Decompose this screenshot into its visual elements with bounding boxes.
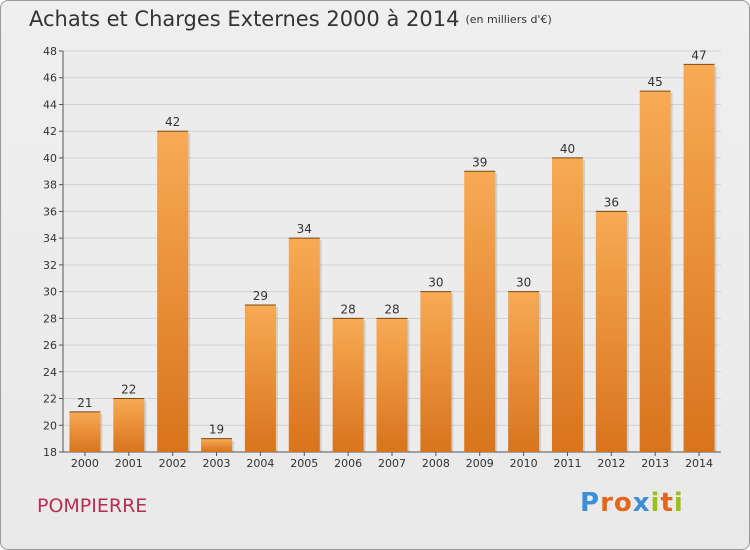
logo-letter: i — [650, 488, 661, 518]
bar — [244, 304, 276, 452]
data-label: 28 — [340, 302, 355, 316]
x-tick-label: 2010 — [510, 457, 538, 470]
x-tick-label: 2014 — [685, 457, 713, 470]
bar — [551, 157, 583, 452]
data-label: 29 — [253, 289, 268, 303]
data-label: 28 — [384, 302, 399, 316]
logo-letter: i — [673, 488, 684, 518]
bar — [595, 211, 627, 452]
y-tick-label: 24 — [43, 366, 57, 379]
y-tick-label: 20 — [43, 419, 57, 432]
data-label: 40 — [560, 142, 575, 156]
logo-letter: t — [660, 488, 674, 518]
bar — [332, 318, 364, 452]
y-tick-label: 48 — [43, 45, 57, 58]
x-tick-label: 2007 — [378, 457, 406, 470]
x-tick-label: 2001 — [115, 457, 143, 470]
x-tick-label: 2002 — [159, 457, 187, 470]
logo-letter: r — [600, 488, 614, 518]
bar — [69, 411, 101, 452]
x-tick-label: 2012 — [597, 457, 625, 470]
x-tick-label: 2013 — [641, 457, 669, 470]
bar — [508, 291, 540, 452]
data-label: 34 — [297, 222, 312, 236]
logo-letter: P — [580, 488, 601, 518]
x-tick-label: 2011 — [553, 457, 581, 470]
logo-letter: x — [632, 488, 651, 518]
bar — [683, 64, 715, 452]
x-tick-label: 2009 — [466, 457, 494, 470]
chart-unit: (en milliers d'€) — [465, 13, 552, 26]
y-tick-label: 46 — [43, 72, 57, 85]
data-label: 21 — [77, 396, 92, 410]
y-tick-label: 34 — [43, 232, 57, 245]
x-tick-label: 2003 — [203, 457, 231, 470]
y-tick-label: 32 — [43, 259, 57, 272]
y-tick-label: 40 — [43, 152, 57, 165]
bar — [288, 238, 320, 452]
data-label: 22 — [121, 383, 136, 397]
y-tick-label: 36 — [43, 205, 57, 218]
chart-title-text: Achats et Charges Externes 2000 à 2014 — [29, 7, 460, 31]
y-tick-label: 26 — [43, 339, 57, 352]
data-label: 30 — [428, 276, 443, 290]
bar — [376, 318, 408, 452]
y-tick-label: 44 — [43, 98, 57, 111]
bar — [639, 91, 671, 452]
x-tick-label: 2005 — [290, 457, 318, 470]
bar — [113, 398, 145, 452]
data-label: 19 — [209, 423, 224, 437]
y-tick-label: 30 — [43, 286, 57, 299]
chart-title: Achats et Charges Externes 2000 à 2014 (e… — [29, 7, 552, 31]
x-tick-label: 2008 — [422, 457, 450, 470]
x-tick-label: 2000 — [71, 457, 99, 470]
bar — [464, 171, 496, 453]
logo-letter: o — [613, 488, 633, 518]
data-label: 39 — [472, 155, 487, 169]
bar — [201, 438, 233, 452]
y-tick-label: 42 — [43, 125, 57, 138]
x-tick-label: 2006 — [334, 457, 362, 470]
y-tick-label: 22 — [43, 393, 57, 406]
y-tick-label: 28 — [43, 312, 57, 325]
data-label: 45 — [648, 75, 663, 89]
data-label: 30 — [516, 276, 531, 290]
y-tick-label: 18 — [43, 446, 57, 459]
data-label: 47 — [691, 48, 706, 62]
data-label: 42 — [165, 115, 180, 129]
bar — [420, 291, 452, 452]
data-label: 36 — [604, 195, 619, 209]
bar — [157, 131, 189, 452]
proxiti-logo: Proxiti — [580, 488, 684, 518]
place-name: POMPIERRE — [37, 495, 148, 517]
x-tick-label: 2004 — [246, 457, 274, 470]
y-tick-label: 38 — [43, 179, 57, 192]
